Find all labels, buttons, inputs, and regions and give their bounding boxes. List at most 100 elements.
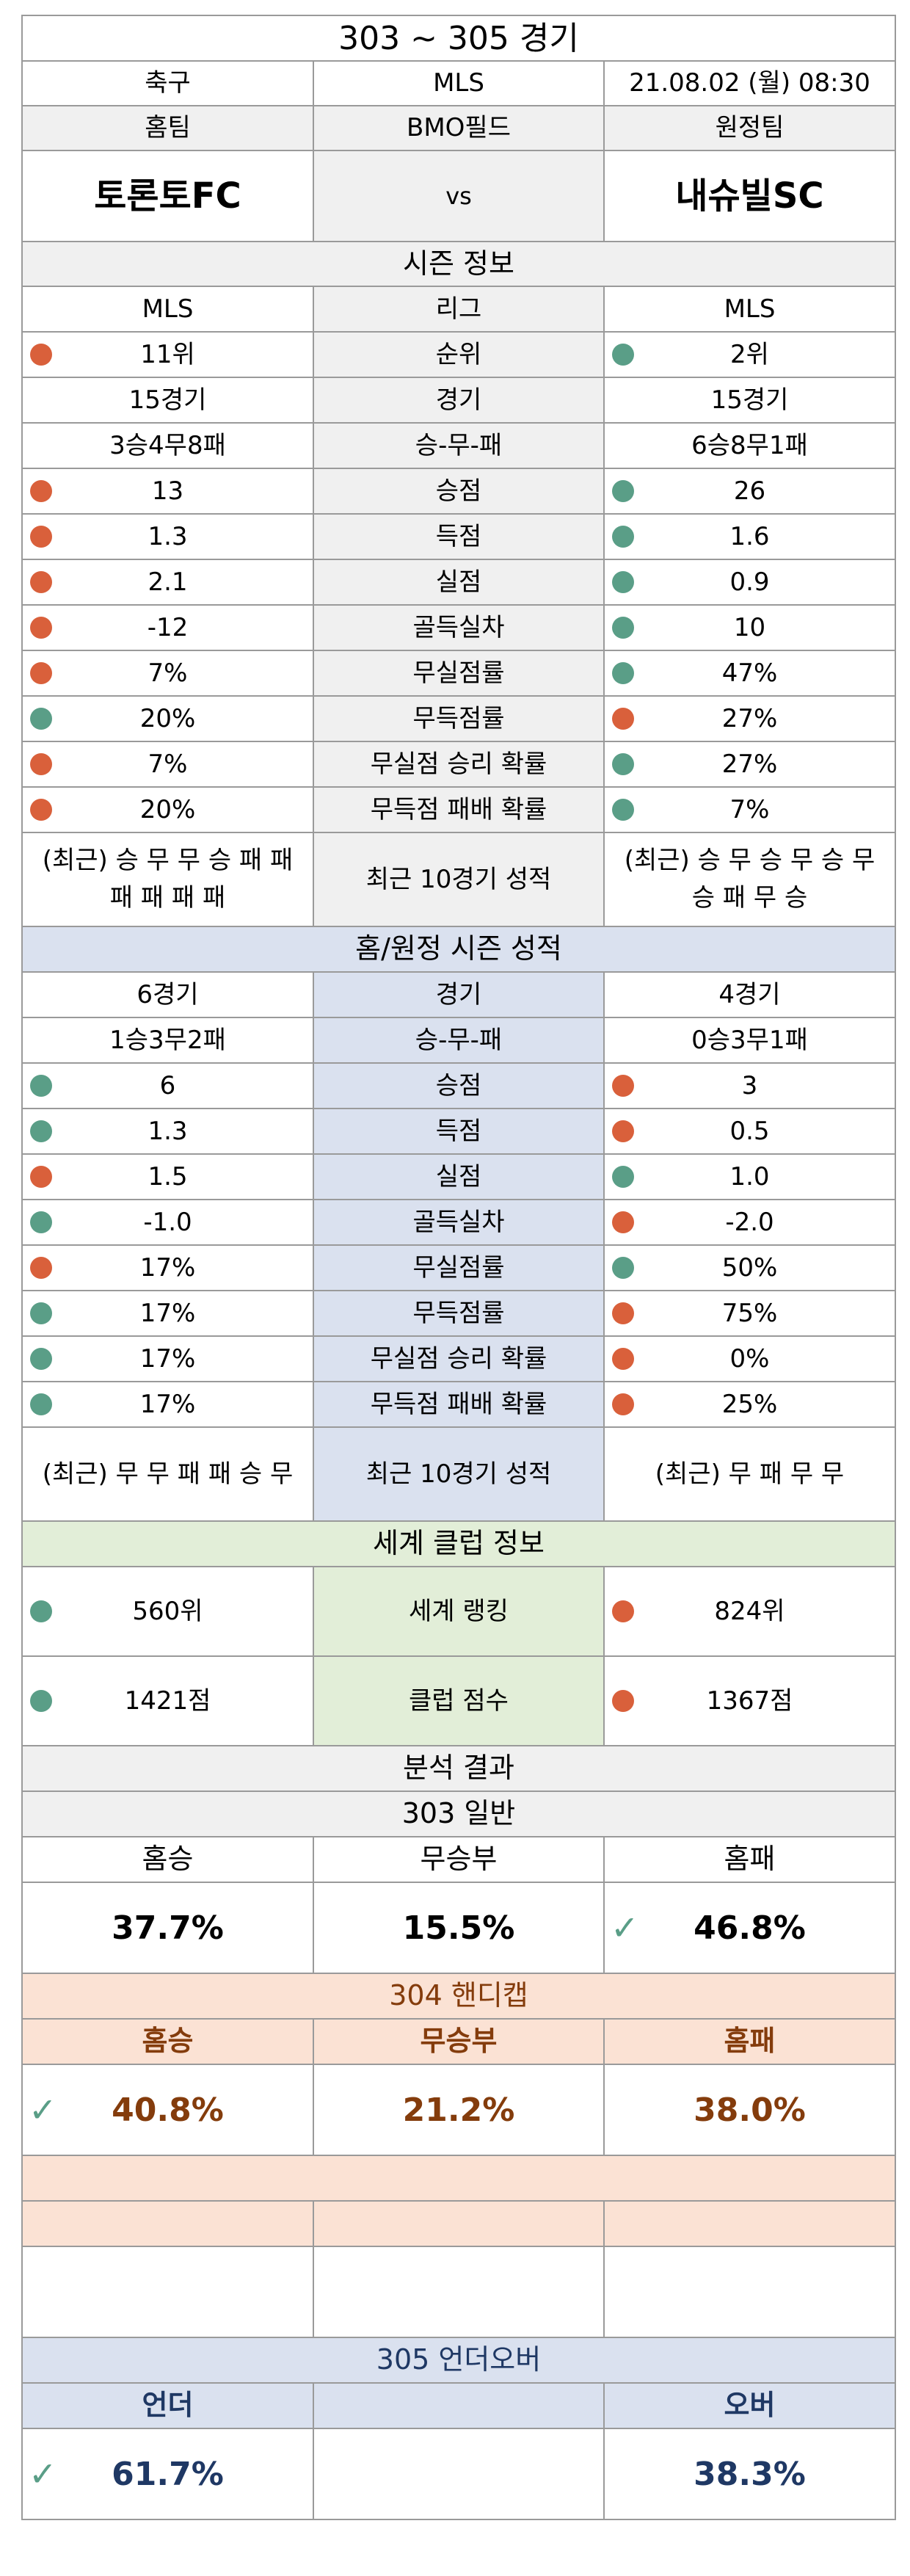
table-row: ✓ 61.7% 38.3% (21, 2428, 896, 2520)
over-label-text: 오버 (724, 2389, 776, 2422)
homeaway-away-value-text: 1.0 (729, 1161, 770, 1191)
general-draw-pct: 15.5% (313, 1882, 605, 1974)
homeaway-home-value-text: 6경기 (136, 979, 199, 1009)
season-away-value-text: 26 (733, 476, 766, 506)
homeaway-away-value: -2.0 (603, 1199, 896, 1246)
homeaway-stat-label-text: 득점 (435, 1116, 482, 1146)
homeaway-stat-label: 무득점 패배 확률 (313, 1381, 605, 1428)
page-title: 303 ~ 305 경기 (21, 15, 896, 62)
homeaway-away-recent: (최근) 무 패 무 무 (603, 1426, 896, 1522)
season-away-value: 1.6 (603, 513, 896, 560)
analysis-section-title: 분석 결과 (21, 1745, 896, 1792)
handicap-home-loss-pct: 38.0% (603, 2064, 896, 2156)
homeaway-home-value-text: 17% (139, 1298, 196, 1328)
handicap-section-title-text: 304 핸디캡 (389, 1979, 528, 2012)
checkmark-icon: ✓ (611, 1908, 639, 1948)
table-row: 1.5 실점 1.0 (21, 1153, 896, 1200)
season-away-value-text: 27% (721, 749, 778, 779)
table-row: 6경기 경기 4경기 (21, 971, 896, 1018)
homeaway-stat-label: 경기 (313, 971, 605, 1018)
season-away-value-text: 47% (721, 658, 778, 688)
general-home-win-label-text: 홈승 (142, 1843, 194, 1876)
table-row: 3승4무8패 승-무-패 6승8무1패 (21, 422, 896, 469)
empty-cell (603, 2246, 896, 2338)
homeaway-away-value-text: 0% (729, 1343, 770, 1374)
homeaway-home-value-text: 1.3 (148, 1116, 188, 1146)
season-home-value: 20% (21, 695, 314, 742)
season-stat-label: 승점 (313, 468, 605, 515)
handicap-section-title: 304 핸디캡 (21, 1973, 896, 2020)
season-stat-label: 골득실차 (313, 604, 605, 651)
season-home-recent-text: (최근) 승 무 무 승 패 패 패 패 패 패 (42, 846, 294, 913)
over-pct-text: 38.3% (694, 2455, 806, 2493)
homeaway-stat-label-text: 골득실차 (412, 1207, 505, 1237)
world-stat-label: 클럽 점수 (313, 1655, 605, 1746)
checkmark-icon: ✓ (29, 2454, 57, 2494)
green-indicator-dot (612, 1257, 634, 1279)
homeaway-stat-label: 승점 (313, 1062, 605, 1109)
table-row: 560위 세계 랭킹 824위 (21, 1566, 896, 1657)
homeaway-away-value: 0승3무1패 (603, 1017, 896, 1064)
red-indicator-dot (612, 1348, 634, 1370)
green-indicator-dot (612, 344, 634, 366)
homeaway-away-value-text: 50% (721, 1252, 778, 1282)
homeaway-away-value-text: -2.0 (725, 1207, 774, 1237)
red-indicator-dot (30, 617, 52, 639)
world-away-value-text: 1367점 (706, 1686, 793, 1716)
season-home-value: 11위 (21, 331, 314, 378)
season-home-value: 1.3 (21, 513, 314, 560)
table-row: 홈승 무승부 홈패 (21, 1836, 896, 1883)
homeaway-away-value-text: 0.5 (729, 1116, 770, 1146)
homeaway-stat-label-text: 경기 (435, 979, 482, 1009)
season-away-recent: (최근) 승 무 승 무 승 무 승 패 무 승 (603, 832, 896, 927)
match-analysis-sheet: 303 ~ 305 경기 축구 MLS 21.08.02 (월) 08:30 홈… (21, 15, 896, 2520)
home-team-label: 홈팀 (21, 105, 314, 151)
handicap-home-win-label: 홈승 (21, 2018, 314, 2065)
red-indicator-dot (30, 571, 52, 593)
season-home-value-text: 11위 (140, 339, 195, 369)
general-section-title-text: 303 일반 (401, 1797, 516, 1830)
season-stat-label-text: 실점 (435, 567, 482, 597)
checkmark-icon: ✓ (29, 2090, 57, 2130)
homeaway-stat-label-text: 승점 (435, 1070, 482, 1100)
red-indicator-dot (30, 526, 52, 548)
handicap-home-loss-label-text: 홈패 (724, 2025, 776, 2058)
homeaway-home-value: 1.5 (21, 1153, 314, 1200)
empty-cell (313, 2200, 605, 2247)
table-row: 1421점 클럽 점수 1367점 (21, 1655, 896, 1746)
homeaway-recent-label-text: 최근 10경기 성적 (365, 1459, 552, 1489)
red-indicator-dot (30, 799, 52, 821)
homeaway-home-value-text: 1.5 (148, 1161, 188, 1191)
homeaway-home-value-text: 17% (139, 1389, 196, 1419)
green-indicator-dot (30, 708, 52, 730)
season-home-value: MLS (21, 286, 314, 333)
season-stat-label-text: 득점 (435, 521, 482, 551)
homeaway-home-recent: (최근) 무 무 패 패 승 무 (21, 1426, 314, 1522)
red-indicator-dot (30, 662, 52, 684)
homeaway-away-recent-text: (최근) 무 패 무 무 (655, 1459, 845, 1489)
table-row: 17% 무득점 패배 확률 25% (21, 1381, 896, 1428)
world-away-value-text: 824위 (714, 1596, 785, 1626)
world-home-value-text: 560위 (132, 1596, 203, 1626)
handicap-home-loss-label: 홈패 (603, 2018, 896, 2065)
homeaway-away-value-text: 4경기 (718, 979, 781, 1009)
homeaway-home-value: -1.0 (21, 1199, 314, 1246)
red-indicator-dot (612, 1075, 634, 1097)
underover-section-title-text: 305 언더오버 (376, 2343, 542, 2376)
away-team-label: 원정팀 (603, 105, 896, 151)
general-home-loss-pct: ✓ 46.8% (603, 1882, 896, 1974)
green-indicator-dot (612, 617, 634, 639)
season-recent-label: 최근 10경기 성적 (313, 832, 605, 927)
season-stat-label-text: 무득점 패배 확률 (370, 794, 547, 824)
world-home-value: 1421점 (21, 1655, 314, 1746)
table-row: 1승3무2패 승-무-패 0승3무1패 (21, 1017, 896, 1064)
red-indicator-dot (612, 1690, 634, 1712)
homeaway-home-value: 17% (21, 1335, 314, 1382)
season-away-value: 26 (603, 468, 896, 515)
table-row: 7% 무실점률 47% (21, 650, 896, 697)
handicap-draw-label-text: 무승부 (420, 2025, 498, 2058)
season-home-value-text: 20% (139, 794, 196, 824)
homeaway-home-value-text: -1.0 (143, 1207, 192, 1237)
league-cell: MLS (313, 60, 605, 106)
homeaway-stat-label-text: 실점 (435, 1161, 482, 1191)
